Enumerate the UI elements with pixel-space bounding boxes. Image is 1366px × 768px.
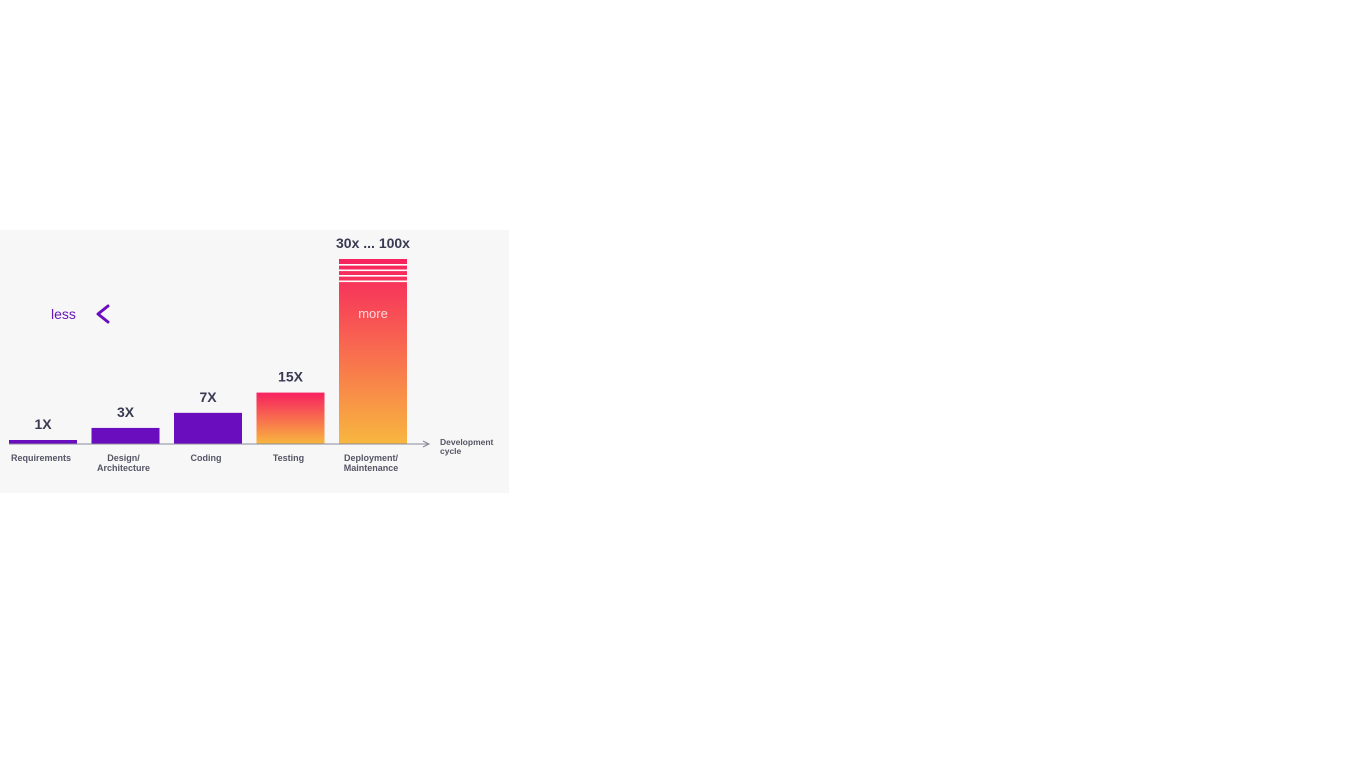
category-label-1: Design/: [107, 453, 140, 463]
less-label: less: [51, 306, 76, 322]
category-label-4-1: Maintenance: [344, 463, 399, 473]
bar-4: [339, 259, 407, 444]
category-label-4: Deployment/: [344, 453, 399, 463]
more-label: more: [358, 306, 388, 321]
range-stripe-0: [339, 264, 407, 266]
category-label-2: Coding: [191, 453, 222, 463]
bar-3: [256, 392, 325, 444]
value-label-1: 3X: [117, 404, 135, 420]
bar-0: [9, 440, 77, 444]
bar-2: [174, 412, 242, 444]
category-label-1-1: Architecture: [97, 463, 150, 473]
value-label-3: 15X: [278, 369, 304, 385]
less-arrowhead: [96, 304, 110, 324]
bar-chart: 1X Requirements 3X Design/Architecture 7X Cod…: [9, 235, 494, 473]
chart-figure: 1X Requirements 3X Design/Architecture 7X Cod…: [0, 230, 509, 493]
value-label-4: 30x ... 100x: [336, 235, 410, 251]
category-label-0: Requirements: [11, 453, 71, 463]
category-label-3: Testing: [273, 453, 304, 463]
bar-1: [91, 427, 160, 444]
range-stripe-2: [339, 275, 407, 277]
range-stripe-1: [339, 269, 407, 272]
value-label-2: 7X: [199, 389, 217, 405]
x-axis-arrowhead: [422, 440, 431, 448]
range-stripe-3: [339, 280, 407, 283]
value-label-0: 1X: [34, 416, 52, 432]
x-axis-label-1: cycle: [440, 446, 462, 456]
x-axis-label: Development: [440, 437, 494, 447]
